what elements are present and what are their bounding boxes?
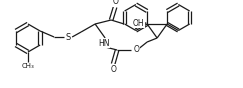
Text: O: O <box>112 0 118 7</box>
Text: S: S <box>66 32 71 42</box>
Text: O: O <box>134 45 140 54</box>
Text: O: O <box>110 65 116 73</box>
Text: CH₃: CH₃ <box>22 63 34 69</box>
Text: OH: OH <box>133 18 145 27</box>
Text: HN: HN <box>98 39 110 48</box>
